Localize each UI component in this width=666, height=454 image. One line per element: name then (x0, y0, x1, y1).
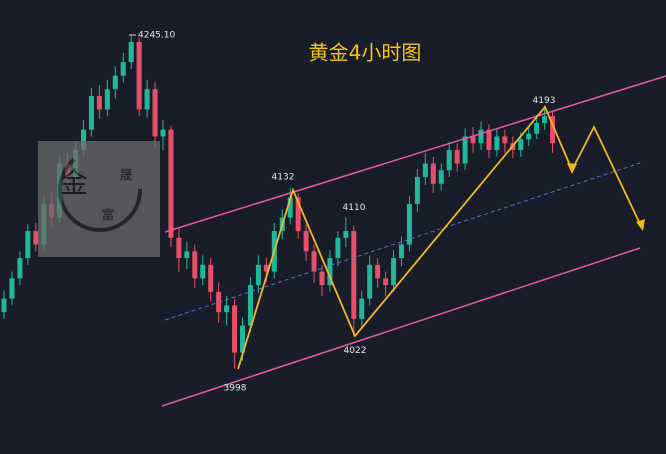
candle-body (486, 129, 492, 150)
candle-body (88, 95, 94, 130)
candle-body (550, 116, 556, 144)
candle-body (128, 41, 134, 63)
candle-body (351, 231, 357, 319)
candle-body (168, 129, 174, 238)
candle-body (406, 204, 412, 245)
watermark-char: 晟 (119, 169, 132, 184)
watermark-char: 富 (101, 208, 114, 224)
price-label: 4245.10 (138, 30, 175, 40)
price-label: 4193 (533, 96, 556, 106)
candle-body (438, 170, 444, 184)
candle-body (184, 251, 190, 259)
watermark-ring (58, 148, 142, 232)
candle-body (446, 149, 452, 171)
candle-body (311, 251, 317, 272)
candle-body (247, 285, 253, 326)
candle-body (335, 237, 341, 259)
candle-body (136, 41, 142, 110)
candle-body (176, 237, 182, 259)
forecast-path (571, 124, 642, 227)
channel-upper (164, 75, 666, 233)
candle-body (17, 258, 23, 279)
candle-body (383, 278, 389, 286)
candle-body (232, 305, 238, 353)
watermark: 金 晟 富 (38, 141, 160, 257)
candle-body (104, 89, 110, 110)
candle-body (542, 116, 548, 123)
channel-lower (161, 247, 641, 407)
candle-body (526, 133, 532, 140)
candle-body (303, 231, 309, 252)
candle-body (534, 122, 540, 134)
candle-body (263, 264, 269, 272)
candle-body (255, 264, 261, 286)
candle-body (367, 264, 373, 299)
candle-body (359, 298, 365, 319)
candle-body (502, 136, 508, 144)
overlay (129, 34, 666, 407)
price-label: 4132 (272, 172, 295, 182)
candle-body (208, 264, 214, 292)
candle-body (9, 278, 15, 299)
candle-body (391, 258, 397, 286)
price-label: 3998 (224, 383, 247, 393)
candle-body (462, 136, 468, 164)
candle-body (414, 177, 420, 205)
candle-body (144, 89, 150, 110)
candle-body (478, 129, 484, 144)
candle-body (192, 251, 198, 279)
candle-body (430, 163, 436, 184)
arrow-head (636, 219, 645, 231)
price-label: 4110 (343, 203, 366, 213)
candle-body (494, 136, 500, 150)
candle-body (399, 244, 404, 259)
candle-body (96, 95, 102, 110)
candle-body (160, 129, 166, 137)
candle-body (224, 305, 230, 313)
channel-mid (164, 162, 641, 321)
candle-body (319, 271, 325, 286)
candle-body (454, 149, 460, 164)
candle-body (81, 129, 86, 150)
candle-body (240, 325, 245, 353)
wave-path (237, 105, 573, 370)
candle-body (422, 163, 428, 178)
candle-body (1, 298, 7, 313)
candle-body (518, 139, 524, 150)
candle-body (295, 197, 301, 232)
annotations: 4245.10 4193 4132 4110 4022 3998 (138, 30, 555, 393)
candle-body (25, 231, 31, 259)
candle-body (375, 264, 381, 279)
candle-body (120, 62, 126, 76)
candle-body (33, 231, 39, 245)
candle-body (327, 258, 333, 286)
candle-body (112, 75, 118, 90)
chart-title: 黄金4小时图 (309, 41, 422, 65)
watermark-char: 金 (60, 166, 88, 199)
candle-body (470, 136, 476, 144)
candle-body (152, 89, 158, 137)
watermark-box (38, 141, 160, 257)
candle-body (287, 197, 293, 218)
candle-body (200, 264, 206, 279)
candle-body (343, 231, 349, 238)
price-label: 4022 (344, 346, 367, 356)
